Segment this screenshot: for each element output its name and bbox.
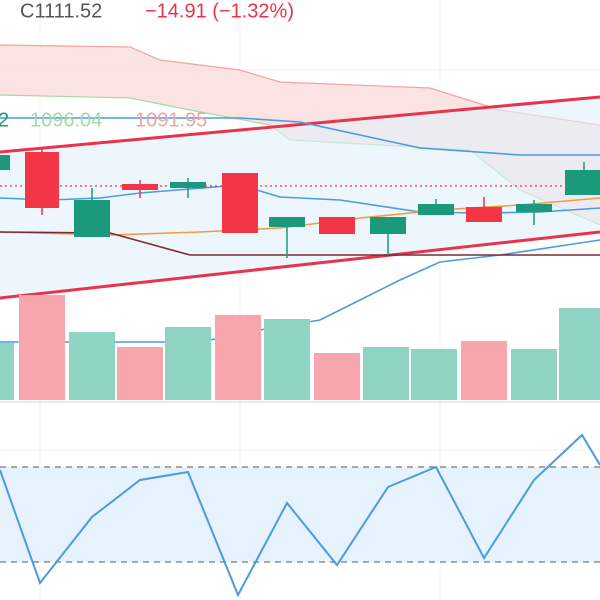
- indicator-third: 1091.95: [135, 109, 207, 131]
- change-value: −14.91 (−1.32%): [145, 0, 294, 22]
- channel-upper: [0, 95, 600, 154]
- indicator-second: 1096.04: [30, 109, 102, 131]
- candles: [0, 148, 600, 258]
- volume-bars: [0, 295, 600, 400]
- channel-lower: [0, 230, 600, 300]
- band-upper: [0, 117, 600, 156]
- oscillator-band: [0, 467, 600, 562]
- oscillator-line: [0, 433, 600, 598]
- indicator-first: 2: [0, 109, 9, 131]
- dark-line: [0, 231, 600, 256]
- close-value: C1111.52: [20, 0, 102, 22]
